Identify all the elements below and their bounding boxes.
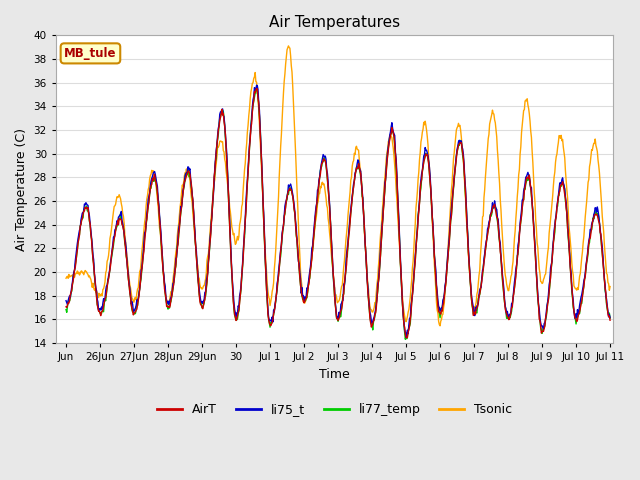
- Tsonic: [285, 43, 292, 49]
- Title: Air Temperatures: Air Temperatures: [269, 15, 400, 30]
- li77_temp: [454, 142, 462, 147]
- li77_temp: [70, 267, 78, 273]
- li75_t: [606, 315, 614, 321]
- li75_t: [402, 335, 410, 340]
- AirT: [70, 267, 78, 273]
- Tsonic: [136, 267, 144, 273]
- li77_temp: [523, 179, 531, 184]
- Tsonic: [454, 120, 462, 126]
- AirT: [62, 304, 70, 310]
- Y-axis label: Air Temperature (C): Air Temperature (C): [15, 128, 28, 251]
- Tsonic: [523, 98, 531, 104]
- Tsonic: [606, 284, 614, 289]
- AirT: [136, 280, 144, 286]
- Text: MB_tule: MB_tule: [64, 47, 116, 60]
- Line: li77_temp: li77_temp: [66, 88, 610, 339]
- li77_temp: [401, 336, 409, 342]
- AirT: [506, 313, 514, 319]
- li77_temp: [253, 85, 260, 91]
- AirT: [182, 175, 189, 181]
- Line: AirT: AirT: [66, 88, 610, 338]
- li77_temp: [506, 314, 514, 320]
- li75_t: [182, 171, 189, 177]
- X-axis label: Time: Time: [319, 368, 350, 381]
- Tsonic: [62, 276, 70, 281]
- Tsonic: [70, 275, 78, 280]
- AirT: [454, 143, 462, 148]
- AirT: [606, 317, 614, 323]
- Line: li75_t: li75_t: [66, 85, 610, 337]
- li75_t: [523, 174, 531, 180]
- Line: Tsonic: Tsonic: [66, 46, 610, 326]
- li75_t: [253, 83, 260, 88]
- li75_t: [70, 267, 78, 273]
- li75_t: [506, 312, 514, 318]
- Tsonic: [506, 279, 514, 285]
- AirT: [253, 85, 260, 91]
- li75_t: [62, 298, 70, 303]
- Tsonic: [182, 170, 189, 176]
- li77_temp: [606, 315, 614, 321]
- li77_temp: [182, 171, 189, 177]
- Tsonic: [436, 323, 444, 329]
- Legend: AirT, li75_t, li77_temp, Tsonic: AirT, li75_t, li77_temp, Tsonic: [152, 398, 517, 421]
- li75_t: [136, 277, 144, 283]
- li77_temp: [136, 279, 144, 285]
- AirT: [523, 175, 531, 181]
- li77_temp: [62, 307, 70, 312]
- AirT: [403, 335, 411, 341]
- li75_t: [454, 139, 462, 144]
